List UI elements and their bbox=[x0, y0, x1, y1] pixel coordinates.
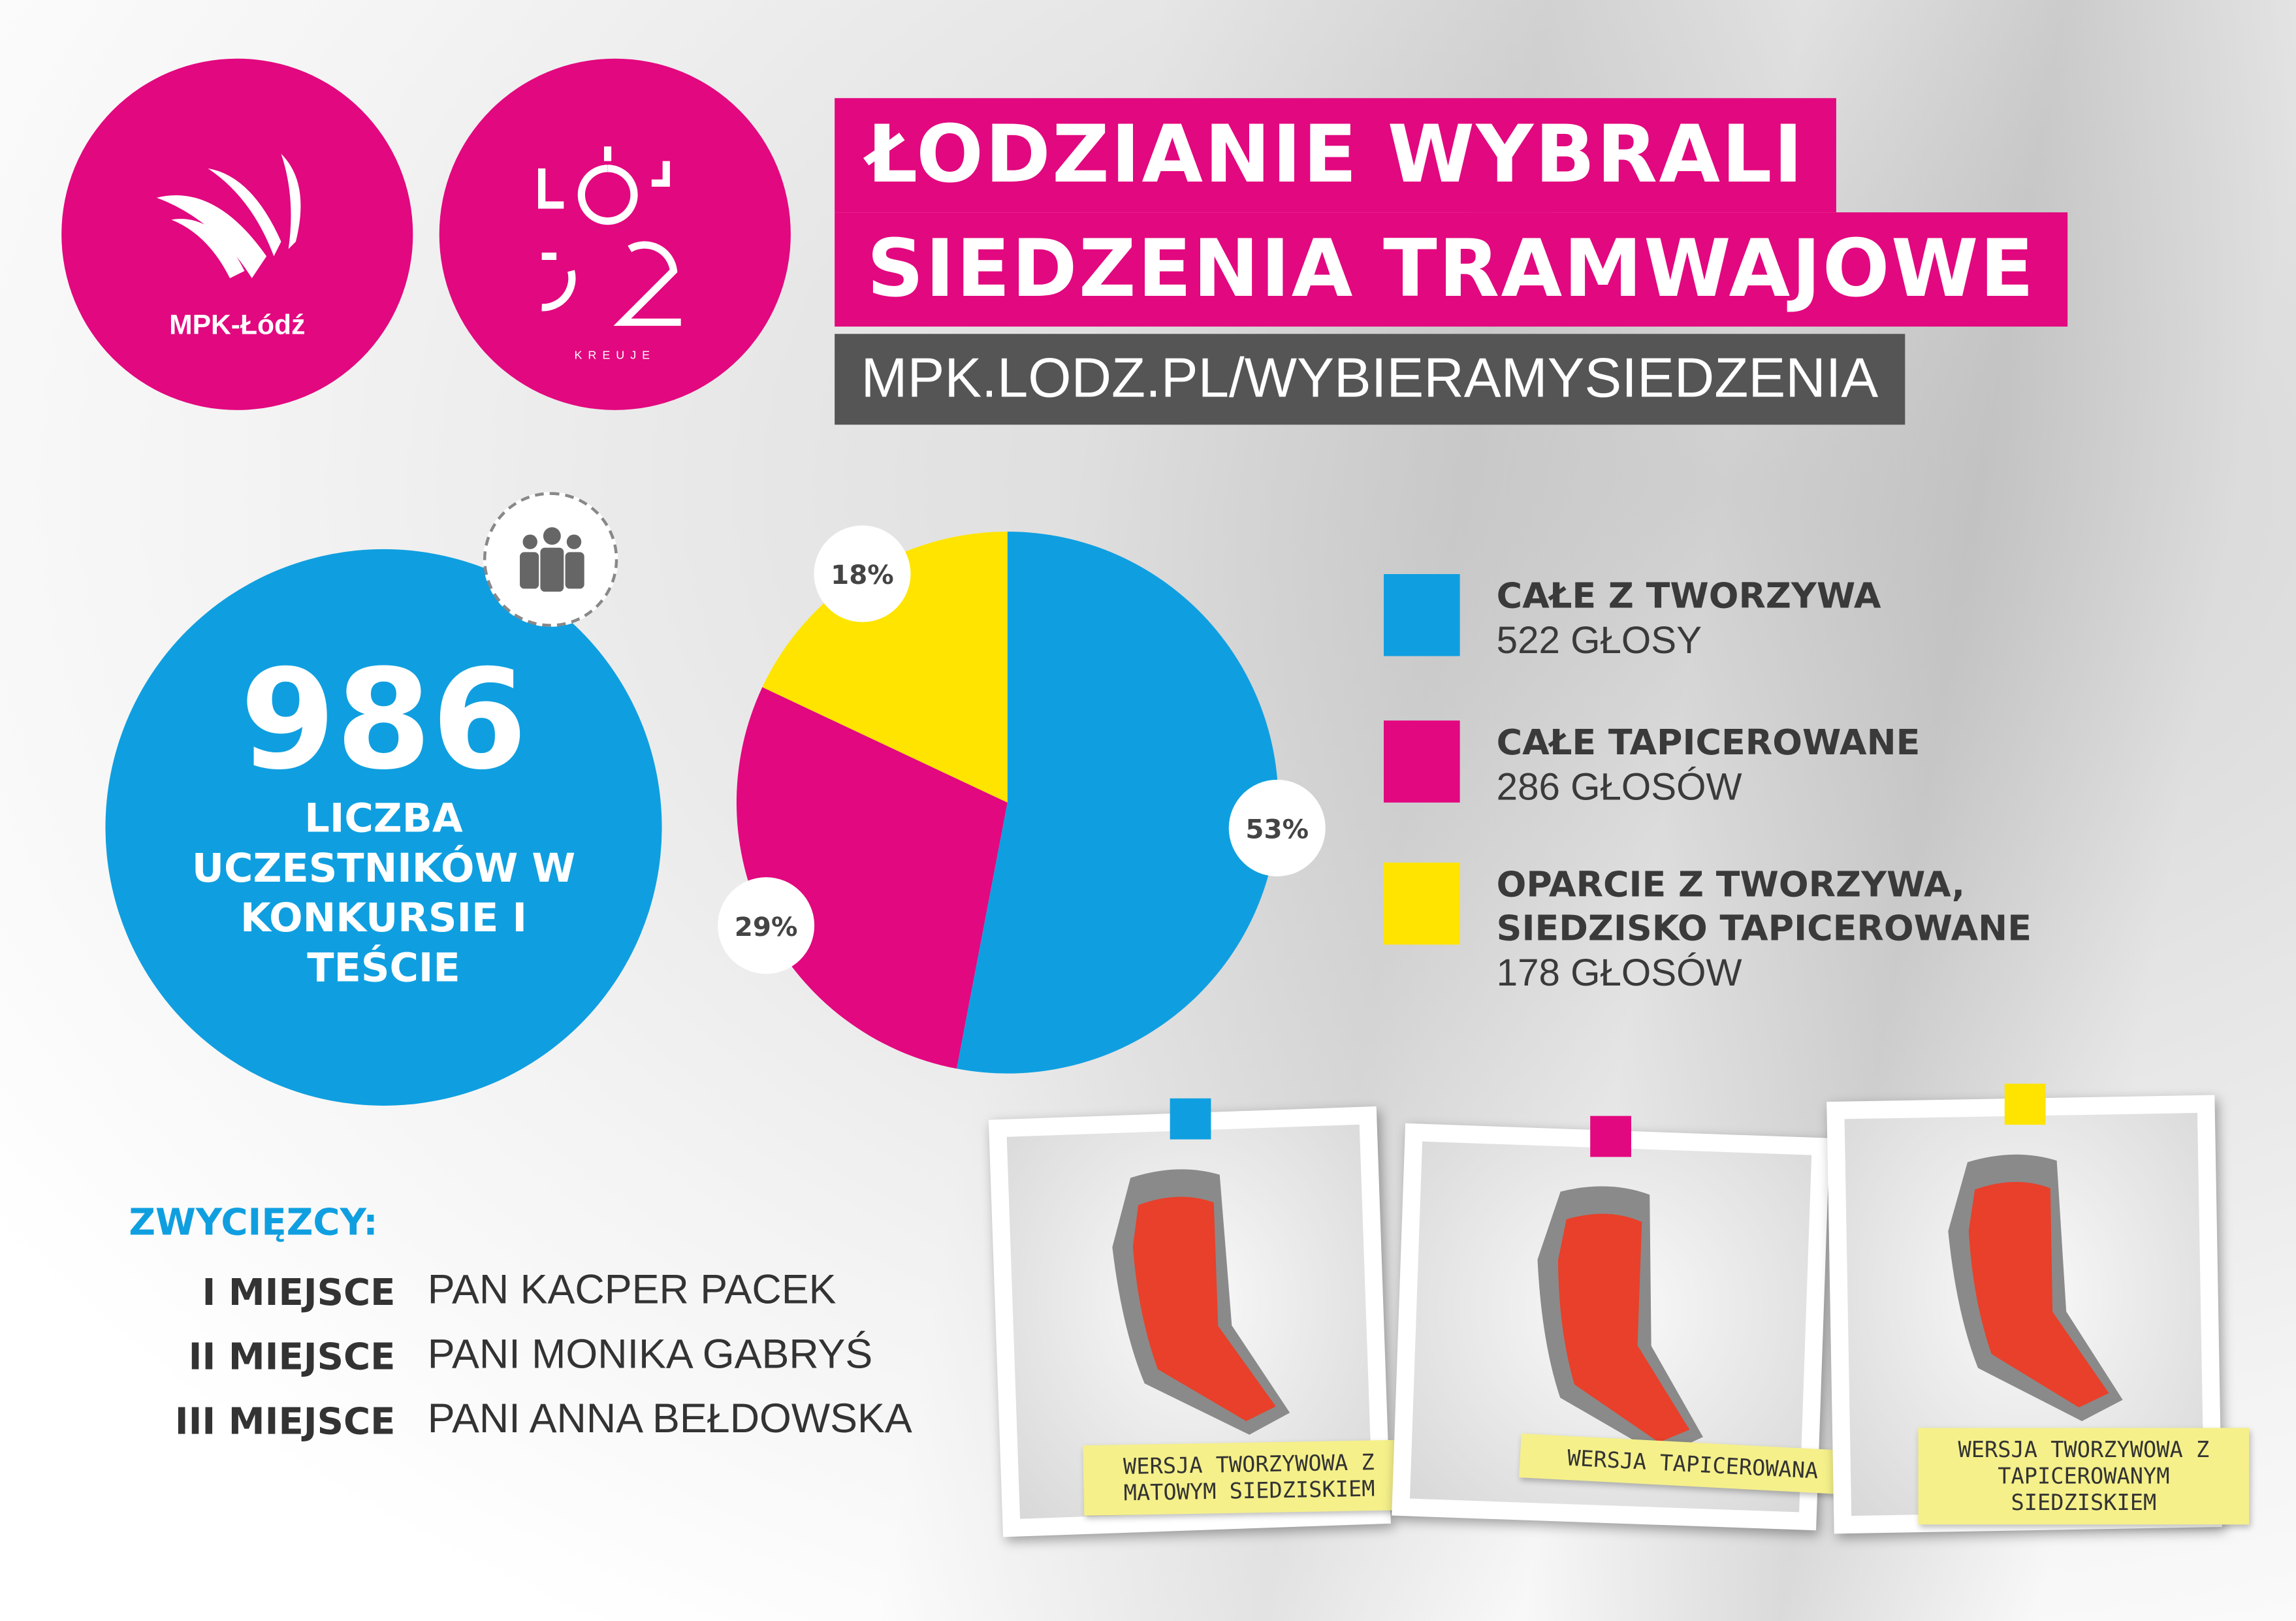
legend-votes: 178 GŁOSÓW bbox=[1496, 950, 1742, 995]
participants-label: LICZBA UCZESTNIKÓW W KONKURSIE I TEŚCIE bbox=[191, 796, 576, 992]
color-tag bbox=[1590, 1115, 1631, 1157]
mpk-emblem bbox=[156, 153, 301, 279]
seat bbox=[1531, 1183, 1712, 1458]
lodz-logo: KREUJE bbox=[439, 58, 791, 410]
winner-name: PANI ANNA BEŁDOWSKA bbox=[427, 1395, 912, 1441]
mpk-name: MPK-Łódź bbox=[169, 310, 306, 342]
participants-count: 986 bbox=[240, 641, 528, 801]
legend-swatch bbox=[1384, 574, 1460, 656]
value-label: 53% bbox=[1245, 814, 1309, 845]
url: MPK.LODZ.PL/WYBIERAMYSIEDZENIA bbox=[835, 334, 1905, 425]
value-label: 29% bbox=[735, 912, 798, 942]
label-badge bbox=[814, 525, 911, 622]
people-glyph bbox=[520, 527, 584, 592]
legend-votes: 286 GŁOSÓW bbox=[1496, 764, 1742, 809]
pie-slice bbox=[957, 531, 1279, 1074]
title-block: ŁODZIANIE WYBRALI SIEDZENIA TRAMWAJOWE bbox=[835, 98, 2068, 327]
label-badge bbox=[1228, 779, 1326, 876]
winner-place: III MIEJSCE bbox=[174, 1400, 396, 1443]
winners-heading: ZWYCIĘZCY: bbox=[129, 1200, 378, 1244]
participants-circle: 986 LICZBA UCZESTNIKÓW W KONKURSIE I TEŚ… bbox=[105, 549, 662, 1106]
winner-name: PAN KACPER PACEK bbox=[427, 1266, 837, 1313]
photo-caption: WERSJA TWORZYWOWA Z TAPICEROWANYM SIEDZI… bbox=[1918, 1428, 2250, 1525]
mpk-logo: MPK-Łódź bbox=[61, 58, 413, 410]
label-badge bbox=[718, 877, 815, 974]
seat bbox=[1946, 1153, 2123, 1424]
color-tag bbox=[2003, 1083, 2045, 1125]
value-label: 18% bbox=[831, 560, 894, 590]
lodz-emblem bbox=[538, 146, 681, 326]
legend-name: CAŁE Z TWORZYWA bbox=[1496, 575, 1881, 617]
legend-name: CAŁE TAPICEROWANE bbox=[1496, 722, 1921, 763]
pie-slice bbox=[736, 687, 1008, 1069]
seat-illustration bbox=[1946, 1153, 2123, 1424]
seat-illustration bbox=[1531, 1183, 1712, 1458]
winner-name: PANI MONIKA GABRYŚ bbox=[427, 1331, 873, 1377]
pie-slice bbox=[762, 531, 1008, 803]
legend-name: OPARCIE Z TWORZYWA, SIEDZISKO TAPICEROWA… bbox=[1496, 863, 2032, 950]
title-line: SIEDZENIA TRAMWAJOWE bbox=[835, 212, 2068, 327]
title-line: ŁODZIANIE WYBRALI bbox=[835, 98, 1837, 213]
color-tag bbox=[1169, 1098, 1211, 1140]
lodz-tagline: KREUJE bbox=[574, 348, 656, 362]
legend-swatch bbox=[1384, 862, 1460, 945]
photo-caption: WERSJA TWORZYWOWA Z MATOWYM SIEDZISKIEM bbox=[1083, 1439, 1416, 1516]
legend-swatch bbox=[1384, 720, 1460, 803]
seat-illustration bbox=[1109, 1165, 1290, 1439]
legend-votes: 522 GŁOSY bbox=[1496, 618, 1702, 662]
winner-place: II MIEJSCE bbox=[188, 1336, 396, 1379]
winner-place: I MIEJSCE bbox=[202, 1271, 396, 1314]
seat bbox=[1109, 1165, 1290, 1439]
people-icon bbox=[483, 492, 618, 627]
